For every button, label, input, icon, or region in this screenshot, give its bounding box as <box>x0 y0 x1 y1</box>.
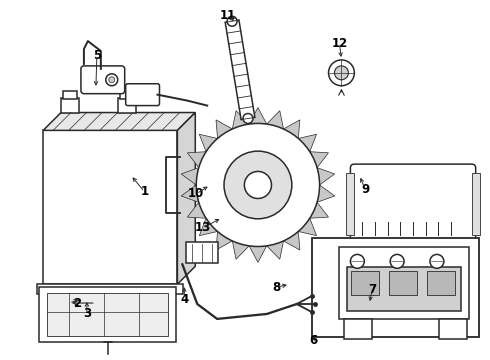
Circle shape <box>350 255 365 268</box>
Polygon shape <box>232 241 249 259</box>
Bar <box>61 98 79 113</box>
Circle shape <box>196 123 319 247</box>
Polygon shape <box>267 241 284 259</box>
Text: 4: 4 <box>180 293 189 306</box>
Polygon shape <box>181 185 199 202</box>
Text: 7: 7 <box>368 283 376 296</box>
Circle shape <box>328 60 354 86</box>
Polygon shape <box>298 218 317 236</box>
Bar <box>344 319 372 339</box>
Polygon shape <box>317 168 335 185</box>
Polygon shape <box>181 168 199 185</box>
Circle shape <box>227 16 237 26</box>
Bar <box>43 130 177 284</box>
Bar <box>186 242 218 264</box>
Text: 13: 13 <box>195 221 211 234</box>
Text: 1: 1 <box>141 185 148 198</box>
Text: 5: 5 <box>93 49 101 63</box>
Circle shape <box>106 74 118 86</box>
Polygon shape <box>216 120 232 139</box>
Polygon shape <box>187 202 206 218</box>
Polygon shape <box>310 152 328 168</box>
Bar <box>47 293 169 336</box>
Bar <box>340 247 469 319</box>
Bar <box>63 91 77 99</box>
Bar <box>312 238 479 337</box>
Bar <box>37 284 183 294</box>
Text: 8: 8 <box>273 281 281 294</box>
Polygon shape <box>225 20 255 120</box>
Bar <box>351 271 379 295</box>
Circle shape <box>224 151 292 219</box>
Text: 12: 12 <box>331 37 347 50</box>
Polygon shape <box>199 134 218 152</box>
Polygon shape <box>187 152 206 168</box>
Text: 2: 2 <box>73 297 81 310</box>
Bar <box>427 271 455 295</box>
Polygon shape <box>249 108 267 124</box>
Polygon shape <box>267 111 284 129</box>
Polygon shape <box>249 246 267 262</box>
Bar <box>118 98 136 113</box>
Bar <box>389 271 417 295</box>
Circle shape <box>109 77 115 83</box>
Circle shape <box>245 171 271 198</box>
Polygon shape <box>216 231 232 250</box>
Polygon shape <box>317 185 335 202</box>
FancyBboxPatch shape <box>350 164 476 243</box>
FancyBboxPatch shape <box>125 84 159 105</box>
Polygon shape <box>284 231 300 250</box>
Bar <box>120 91 134 99</box>
Bar <box>347 267 461 311</box>
Bar <box>346 173 354 235</box>
FancyBboxPatch shape <box>81 66 124 94</box>
Circle shape <box>390 255 404 268</box>
Polygon shape <box>199 218 218 236</box>
Polygon shape <box>177 113 196 284</box>
Text: 6: 6 <box>310 334 318 347</box>
Circle shape <box>335 66 348 80</box>
Bar <box>39 287 176 342</box>
Circle shape <box>243 113 253 123</box>
Polygon shape <box>232 111 249 129</box>
Bar <box>439 319 467 339</box>
Text: 10: 10 <box>188 188 204 201</box>
Polygon shape <box>284 120 300 139</box>
Polygon shape <box>298 134 317 152</box>
Text: 11: 11 <box>220 9 236 22</box>
Bar <box>472 173 480 235</box>
Polygon shape <box>43 113 196 130</box>
FancyBboxPatch shape <box>69 292 115 314</box>
Circle shape <box>430 255 444 268</box>
Text: 9: 9 <box>361 184 369 197</box>
Text: 3: 3 <box>83 307 91 320</box>
Polygon shape <box>310 202 328 218</box>
